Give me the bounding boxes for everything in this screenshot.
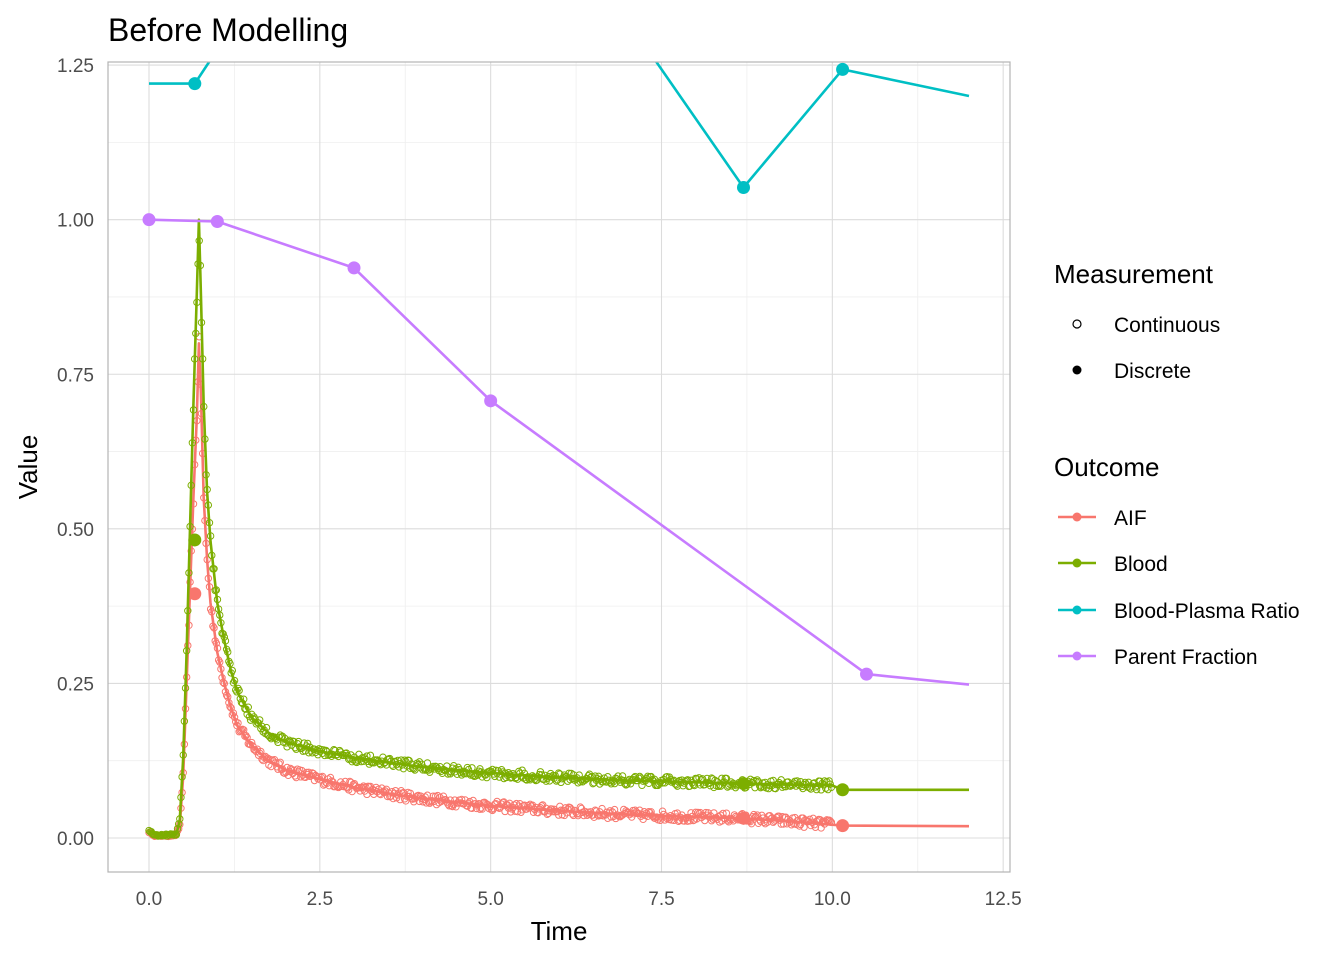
continuous-point (236, 727, 244, 735)
legend-key-point (1072, 605, 1082, 615)
discrete-point (737, 811, 750, 825)
legend-title-outcome: Outcome (1054, 452, 1160, 482)
continuous-point (495, 804, 504, 813)
legend-label-blood-plasma-ratio: Blood-Plasma Ratio (1114, 600, 1300, 623)
discrete-point (142, 213, 156, 227)
continuous-point (818, 779, 826, 788)
legend-label-continuous: Continuous (1114, 314, 1220, 337)
series-line (148, 218, 969, 837)
chart-title: Before Modelling (108, 12, 348, 48)
legend-key-point (1072, 651, 1082, 661)
discrete-point (188, 533, 202, 547)
continuous-point (710, 809, 718, 817)
series-line (148, 218, 970, 686)
y-tick-label: 0.00 (57, 829, 94, 850)
continuous-point (518, 806, 526, 814)
x-axis-title: Time (531, 916, 588, 946)
series-blood (145, 218, 969, 840)
continuous-point (452, 803, 460, 811)
discrete-point (836, 783, 850, 797)
continuous-point (258, 722, 266, 731)
series-layer (142, 62, 970, 841)
series-parent-fraction (142, 213, 970, 686)
x-tick-label: 10.0 (814, 889, 851, 910)
x-tick-label: 12.5 (985, 889, 1022, 910)
y-axis-title: Value (13, 435, 43, 500)
continuous-point (800, 823, 808, 831)
discrete-point (210, 215, 224, 229)
discrete-filled-circle-icon (1072, 365, 1082, 375)
continuous-point (722, 774, 731, 783)
continuous-point (658, 807, 667, 815)
continuous-open-circle-icon (1072, 319, 1082, 329)
discrete-point (347, 261, 361, 275)
continuous-point (366, 751, 375, 760)
continuous-point (784, 815, 792, 824)
discrete-point (737, 181, 750, 195)
y-tick-label: 0.75 (57, 365, 94, 386)
continuous-point (656, 816, 664, 825)
discrete-point (188, 77, 202, 91)
continuous-point (618, 772, 627, 780)
legend-label-discrete: Discrete (1114, 360, 1191, 383)
outcome-legend-keys (1058, 512, 1096, 661)
x-tick-label: 2.5 (307, 889, 333, 910)
discrete-point (860, 667, 873, 681)
x-tick-label: 7.5 (648, 889, 674, 910)
grid (108, 62, 1010, 872)
continuous-point (557, 778, 565, 787)
legend-title-measurement: Measurement (1054, 259, 1214, 289)
continuous-point (718, 774, 726, 782)
y-tick-label: 0.50 (57, 520, 94, 541)
legend-key-point (1072, 558, 1082, 568)
axis-ticks: 0.0 2.5 5.0 7.5 10.0 12.5 0.00 0.25 0.50 0.75 1.00… (57, 56, 1022, 910)
discrete-point (737, 777, 750, 791)
legend-label-aif: AIF (1114, 507, 1147, 530)
series-line (148, 342, 970, 838)
legend-label-blood: Blood (1114, 553, 1168, 576)
continuous-point (476, 805, 484, 813)
continuous-point (674, 817, 683, 825)
y-tick-label: 1.00 (57, 211, 94, 232)
x-tick-label: 0.0 (136, 889, 162, 910)
y-tick-label: 1.25 (57, 56, 94, 77)
continuous-point (695, 774, 703, 782)
continuous-point (722, 809, 731, 817)
legend-label-parent-fraction: Parent Fraction (1114, 646, 1258, 669)
discrete-point (484, 394, 498, 408)
panel-border (107, 61, 1011, 873)
discrete-point (188, 587, 202, 601)
discrete-point (836, 819, 850, 833)
continuous-point (622, 781, 630, 789)
y-tick-label: 0.25 (57, 674, 94, 695)
x-tick-label: 5.0 (477, 889, 503, 910)
series-aif (145, 333, 970, 841)
legend: Measurement Continuous Discrete Outcome … (1054, 259, 1300, 669)
continuous-point (303, 739, 312, 748)
discrete-point (836, 62, 850, 76)
series-blood-plasma-ratio (149, 62, 970, 195)
continuous-point (276, 758, 284, 766)
legend-key-point (1072, 512, 1082, 522)
